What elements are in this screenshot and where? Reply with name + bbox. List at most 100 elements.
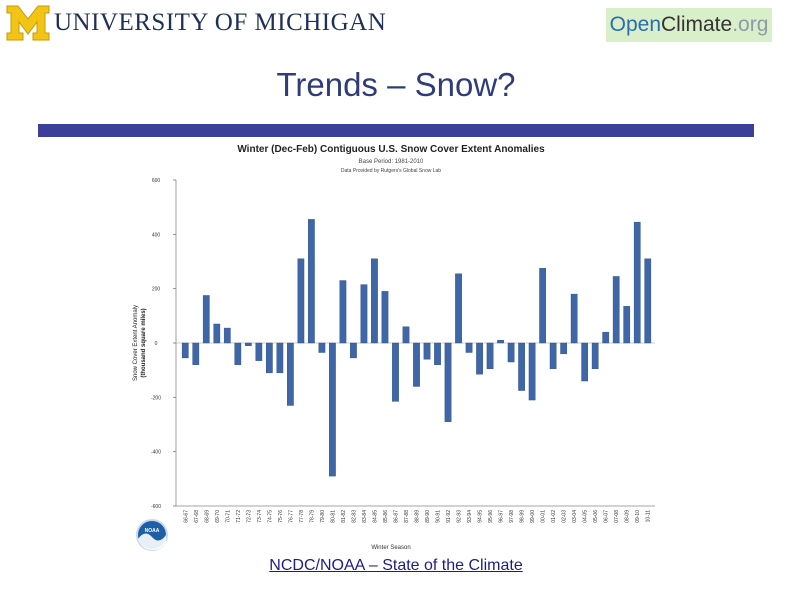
noaa-logo-text: NOAA [145,528,160,534]
x-tick-label: 89-90 [425,510,431,523]
x-tick-label: 82-83 [351,510,357,523]
bar [623,306,631,344]
x-tick-label: 66-67 [183,510,189,523]
x-tick-label: 70-71 [225,510,231,523]
x-tick-label: 83-84 [362,510,368,523]
bar [192,342,200,365]
snow-chart-container: Winter (Dec-Feb) Contiguous U.S. Snow Co… [120,137,662,557]
x-tick-label: 77-78 [299,510,305,523]
y-axis-label-units: (thousand square miles) [141,308,147,377]
x-tick-label: 95-96 [488,510,494,523]
chart-title: Winter (Dec-Feb) Contiguous U.S. Snow Co… [237,144,545,155]
x-tick-label: 80-81 [330,510,336,523]
bar [360,284,368,344]
bar [633,221,641,344]
title-divider-bar [38,124,754,137]
chart-subtitle-base-period: Base Period: 1981-2010 [359,159,424,165]
openclimate-logo: OpenClimate.org [606,8,772,42]
x-tick-label: 78-79 [309,510,315,523]
x-tick-label: 69-70 [215,510,221,523]
x-tick-label: 76-77 [288,510,294,523]
x-tick-label: 74-75 [267,510,273,523]
x-tick-label: 08-09 [625,510,631,523]
x-tick-label: 09-10 [635,510,641,523]
bar [612,276,620,344]
bar [591,342,599,370]
bar [223,327,231,344]
bar [244,342,252,346]
block-m-icon [6,5,50,41]
openclimate-logo-open: Open [609,13,661,36]
y-tick-label: 400 [152,232,161,238]
x-axis-label: Winter Season [371,545,410,551]
bar [234,342,242,365]
x-tick-label: 02-03 [562,510,568,523]
x-tick-label: 98-99 [520,510,526,523]
bar [339,280,347,344]
chart-subtitle-data-source: Data Provided by Rutgers's Global Snow L… [341,168,441,174]
x-tick-label: 94-95 [478,510,484,523]
bar [444,342,452,422]
x-tick-label: 68-69 [204,510,210,523]
x-tick-label: 07-08 [614,510,620,523]
y-tick-label: -600 [151,504,161,510]
bar [287,342,294,406]
bar [371,258,378,344]
bar [413,342,420,387]
x-tick-label: 01-02 [551,510,557,523]
x-tick-label: 05-06 [593,510,599,523]
y-tick-label: -400 [151,450,161,456]
x-tick-label: 99-00 [530,510,536,523]
x-tick-label: 87-88 [404,510,410,523]
bar [455,273,462,344]
x-tick-label: 85-86 [383,510,389,523]
x-tick-label: 75-76 [278,510,284,523]
x-tick-label: 06-07 [604,510,610,523]
openclimate-logo-climate: Climate [661,13,733,36]
x-tick-label: 73-74 [257,510,263,523]
x-tick-label: 79-80 [320,510,326,523]
bar [560,342,568,355]
bar [350,342,357,359]
x-tick-label: 96-97 [499,510,505,523]
x-tick-label: 88-89 [415,510,421,523]
y-axis-label: Snow Cover Extent Anomaly [133,305,139,381]
university-logo: UNIVERSITY OF MICHIGAN [6,5,386,41]
source-link[interactable]: NCDC/NOAA – State of the Climate [269,557,523,574]
bar [507,342,515,363]
bar [570,293,578,344]
bar [265,342,273,374]
bar [202,295,210,344]
x-tick-label: 71-72 [236,510,242,523]
noaa-logo-wave [138,533,166,551]
slide-title: Trends – Snow? [276,66,516,103]
bar [528,342,536,401]
bar [308,219,315,344]
bar [644,258,652,344]
bar [497,340,504,344]
openclimate-logo-org: .org [732,13,769,36]
bar [402,326,410,344]
bar [213,323,221,344]
x-tick-label: 03-04 [572,510,578,523]
x-tick-label: 97-98 [509,510,515,523]
bar [602,331,610,344]
bar [539,268,546,344]
bar [329,342,336,477]
x-tick-label: 91-92 [446,510,452,523]
bar [276,342,284,374]
university-name: UNIVERSITY OF MICHIGAN [54,9,387,36]
bar [581,342,589,382]
bar [381,291,389,344]
bar [392,342,399,402]
bar [318,342,326,353]
bar [297,258,305,344]
x-tick-label: 93-94 [467,510,473,523]
bar [465,342,473,353]
x-tick-label: 86-87 [393,510,399,523]
bar [476,342,483,375]
x-tick-label: 67-68 [194,510,200,523]
bar [549,342,557,370]
bar [486,342,494,370]
x-tick-label: 00-01 [541,510,547,523]
